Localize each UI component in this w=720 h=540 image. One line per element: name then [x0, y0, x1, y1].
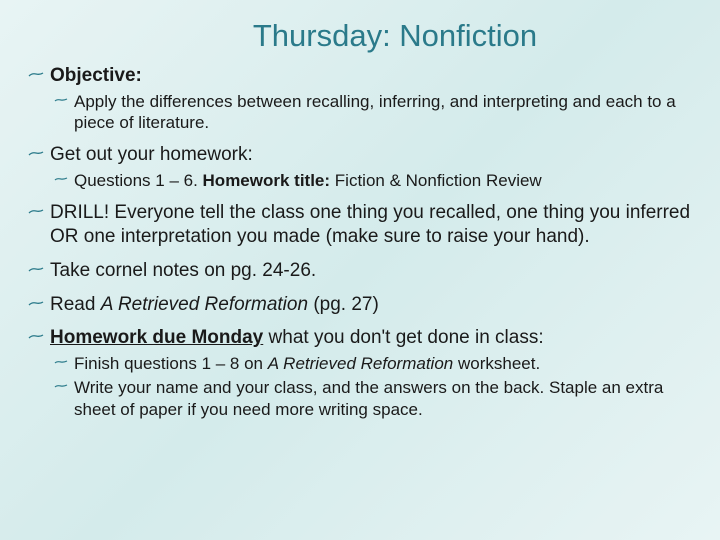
bullet-level-1: Take cornel notes on pg. 24-26.	[28, 259, 692, 283]
bullet-level-1: Objective:	[28, 64, 692, 88]
bullet-level-1: Get out your homework:	[28, 143, 692, 167]
bullet-level-2: Write your name and your class, and the …	[28, 377, 692, 420]
bullet-level-2: Questions 1 – 6. Homework title: Fiction…	[28, 170, 692, 191]
bullet-level-1: Read A Retrieved Reformation (pg. 27)	[28, 293, 692, 317]
slide-title: Thursday: Nonfiction	[98, 18, 692, 54]
bullet-level-2: Apply the differences between recalling,…	[28, 91, 692, 134]
bullet-level-1: Homework due Monday what you don't get d…	[28, 326, 692, 350]
slide-content: Objective: Apply the differences between …	[28, 64, 692, 420]
bullet-level-1: DRILL! Everyone tell the class one thing…	[28, 201, 692, 249]
bullet-level-2: Finish questions 1 – 8 on A Retrieved Re…	[28, 353, 692, 374]
